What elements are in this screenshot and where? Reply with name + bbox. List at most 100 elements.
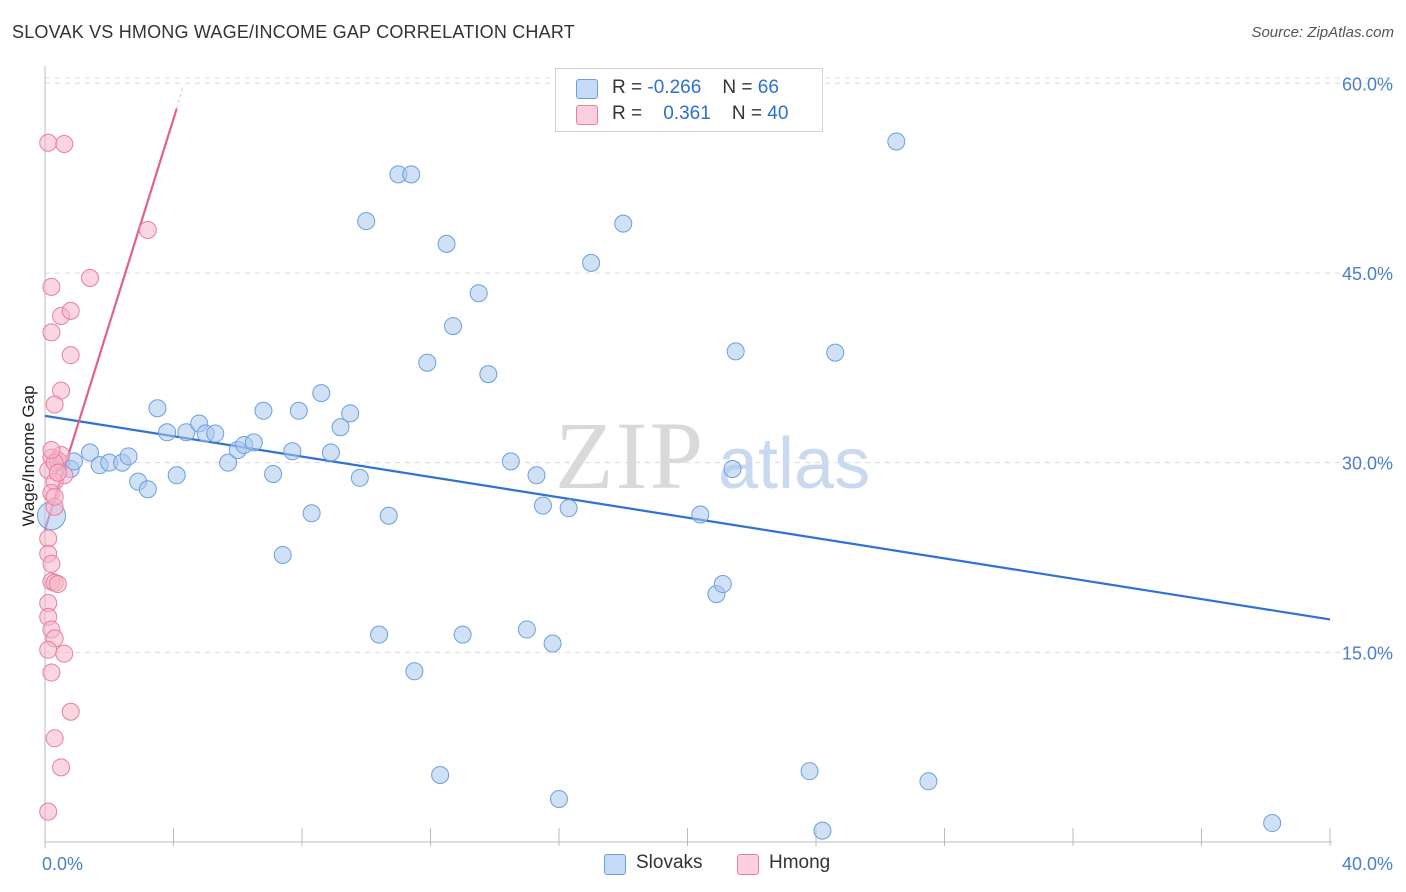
point-slovaks (431, 765, 450, 784)
point-slovaks (341, 404, 360, 423)
y-tick-label: 30.0% (1342, 454, 1393, 474)
point-hmong (48, 575, 67, 594)
point-slovaks (321, 443, 340, 462)
point-slovaks (312, 384, 331, 403)
legend-r-value-slovaks: -0.266 (647, 77, 702, 98)
point-slovaks (543, 634, 562, 653)
point-slovaks (219, 453, 238, 472)
point-slovaks (357, 212, 376, 231)
series-legend: Slovaks Hmong (0, 852, 1406, 878)
legend-n-value-slovaks: 66 (757, 77, 779, 98)
point-slovaks (119, 447, 138, 466)
point-slovaks (527, 466, 546, 485)
legend-r-value-hmong: 0.361 (663, 103, 711, 124)
point-hmong (80, 269, 99, 288)
point-slovaks (206, 424, 225, 443)
point-slovaks (302, 504, 321, 523)
point-hmong (61, 346, 80, 365)
point-slovaks (443, 317, 462, 336)
point-slovaks (800, 762, 819, 781)
point-slovaks (826, 343, 845, 362)
point-slovaks (264, 465, 283, 484)
point-slovaks (559, 499, 578, 518)
watermark: ZIP atlas (555, 402, 870, 509)
point-slovaks (331, 418, 350, 437)
point-hmong (138, 220, 157, 239)
legend-n-value-hmong: 40 (767, 103, 789, 124)
point-hmong (45, 729, 64, 748)
point-slovaks (148, 399, 167, 418)
point-slovaks (813, 821, 832, 840)
point-slovaks (691, 505, 710, 524)
point-hmong (39, 802, 58, 821)
point-hmong (48, 463, 67, 482)
point-slovaks (517, 620, 536, 639)
point-slovaks (1263, 814, 1282, 833)
point-slovaks (167, 466, 186, 485)
tick-labels: 15.0% 30.0% 45.0% 60.0% 0.0% 40.0% (42, 74, 1393, 874)
point-hmong (42, 663, 61, 682)
point-slovaks (402, 165, 421, 184)
correlation-legend: R = -0.266 N = 66 R = 0.361 N = 40 (555, 68, 823, 132)
point-slovaks (158, 423, 177, 442)
y-tick-label: 45.0% (1342, 264, 1393, 284)
x-tick-label-max: 40.0% (1342, 854, 1393, 874)
source-label: Source: ZipAtlas.com (1251, 24, 1394, 41)
watermark-zip: ZIP (555, 402, 705, 509)
point-slovaks (289, 401, 308, 420)
legend-r-label: R = (612, 103, 643, 124)
point-slovaks (453, 625, 472, 644)
trend-lines (43, 85, 1331, 621)
x-tick-label-min: 0.0% (42, 854, 83, 874)
point-slovaks (80, 443, 99, 462)
point-slovaks (405, 662, 424, 681)
point-slovaks (437, 234, 456, 253)
series-swatch-slovaks (604, 854, 626, 875)
point-slovaks (283, 442, 302, 461)
point-slovaks (138, 480, 157, 499)
point-slovaks (177, 423, 196, 442)
point-slovaks (418, 353, 437, 372)
series-label-hmong: Hmong (769, 852, 831, 873)
point-hmong (39, 529, 58, 548)
legend-swatch-hmong (576, 105, 598, 125)
point-hmong (55, 134, 74, 153)
point-slovaks (582, 253, 601, 272)
watermark-atlas: atlas (718, 424, 870, 504)
point-hmong (61, 702, 80, 721)
point-slovaks (254, 401, 273, 420)
legend-r-label: R = (612, 77, 643, 98)
point-slovaks (501, 452, 520, 471)
point-hmong (42, 441, 61, 459)
point-slovaks (614, 214, 633, 233)
point-hmong (45, 395, 64, 414)
point-hmong (39, 640, 58, 659)
point-slovaks (379, 506, 398, 525)
data-points (36, 132, 1282, 840)
point-slovaks (713, 575, 732, 594)
point-hmong (42, 323, 61, 342)
trend-line-slovaks (44, 414, 1331, 621)
point-hmong (42, 277, 61, 296)
point-slovaks (350, 468, 369, 487)
y-axis-label: Wage/Income Gap (19, 385, 38, 526)
y-tick-label: 60.0% (1342, 74, 1393, 94)
point-slovaks (244, 433, 263, 452)
point-slovaks (550, 790, 568, 809)
series-swatch-hmong (737, 854, 759, 875)
point-hmong (55, 644, 74, 663)
legend-n-label: N = (722, 77, 753, 98)
point-slovaks (726, 342, 745, 361)
y-tick-label: 15.0% (1342, 643, 1393, 663)
point-slovaks (723, 459, 742, 478)
trend-extension-hmong (176, 85, 184, 109)
point-slovaks (469, 284, 488, 303)
chart-title: SLOVAK VS HMONG WAGE/INCOME GAP CORRELAT… (12, 22, 575, 42)
point-slovaks (273, 545, 292, 564)
point-slovaks (370, 625, 389, 644)
point-slovaks (919, 772, 938, 791)
point-hmong (39, 133, 58, 152)
point-slovaks (887, 132, 906, 151)
point-hmong (52, 758, 71, 777)
